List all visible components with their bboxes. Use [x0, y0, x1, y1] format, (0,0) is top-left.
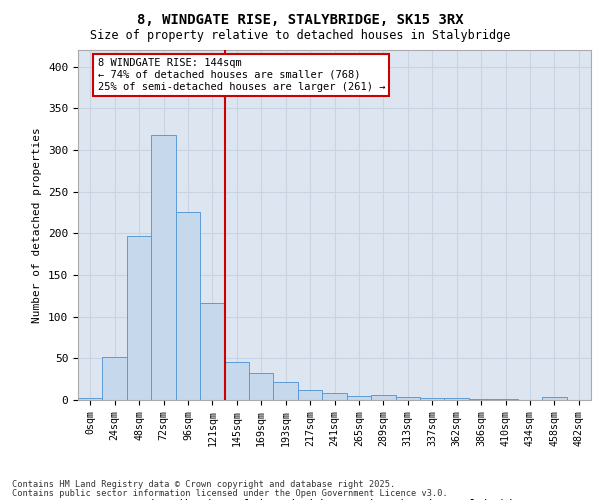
- Text: Contains HM Land Registry data © Crown copyright and database right 2025.: Contains HM Land Registry data © Crown c…: [12, 480, 395, 489]
- Text: Contains public sector information licensed under the Open Government Licence v3: Contains public sector information licen…: [12, 488, 448, 498]
- Bar: [103, 356, 127, 400]
- Bar: [176, 212, 200, 400]
- Y-axis label: Number of detached properties: Number of detached properties: [32, 127, 43, 323]
- Bar: [127, 236, 151, 400]
- X-axis label: Distribution of detached houses by size in Stalybridge: Distribution of detached houses by size …: [142, 498, 527, 500]
- Bar: [420, 398, 445, 400]
- Bar: [322, 392, 347, 400]
- Text: 8 WINDGATE RISE: 144sqm
← 74% of detached houses are smaller (768)
25% of semi-d: 8 WINDGATE RISE: 144sqm ← 74% of detache…: [98, 58, 385, 92]
- Bar: [445, 398, 469, 400]
- Bar: [151, 135, 176, 400]
- Bar: [542, 396, 566, 400]
- Bar: [493, 399, 518, 400]
- Bar: [371, 395, 395, 400]
- Bar: [469, 399, 493, 400]
- Text: 8, WINDGATE RISE, STALYBRIDGE, SK15 3RX: 8, WINDGATE RISE, STALYBRIDGE, SK15 3RX: [137, 12, 463, 26]
- Bar: [200, 304, 224, 400]
- Text: Size of property relative to detached houses in Stalybridge: Size of property relative to detached ho…: [90, 29, 510, 42]
- Bar: [78, 398, 103, 400]
- Bar: [249, 372, 274, 400]
- Bar: [347, 396, 371, 400]
- Bar: [298, 390, 322, 400]
- Bar: [224, 362, 249, 400]
- Bar: [274, 382, 298, 400]
- Bar: [395, 396, 420, 400]
